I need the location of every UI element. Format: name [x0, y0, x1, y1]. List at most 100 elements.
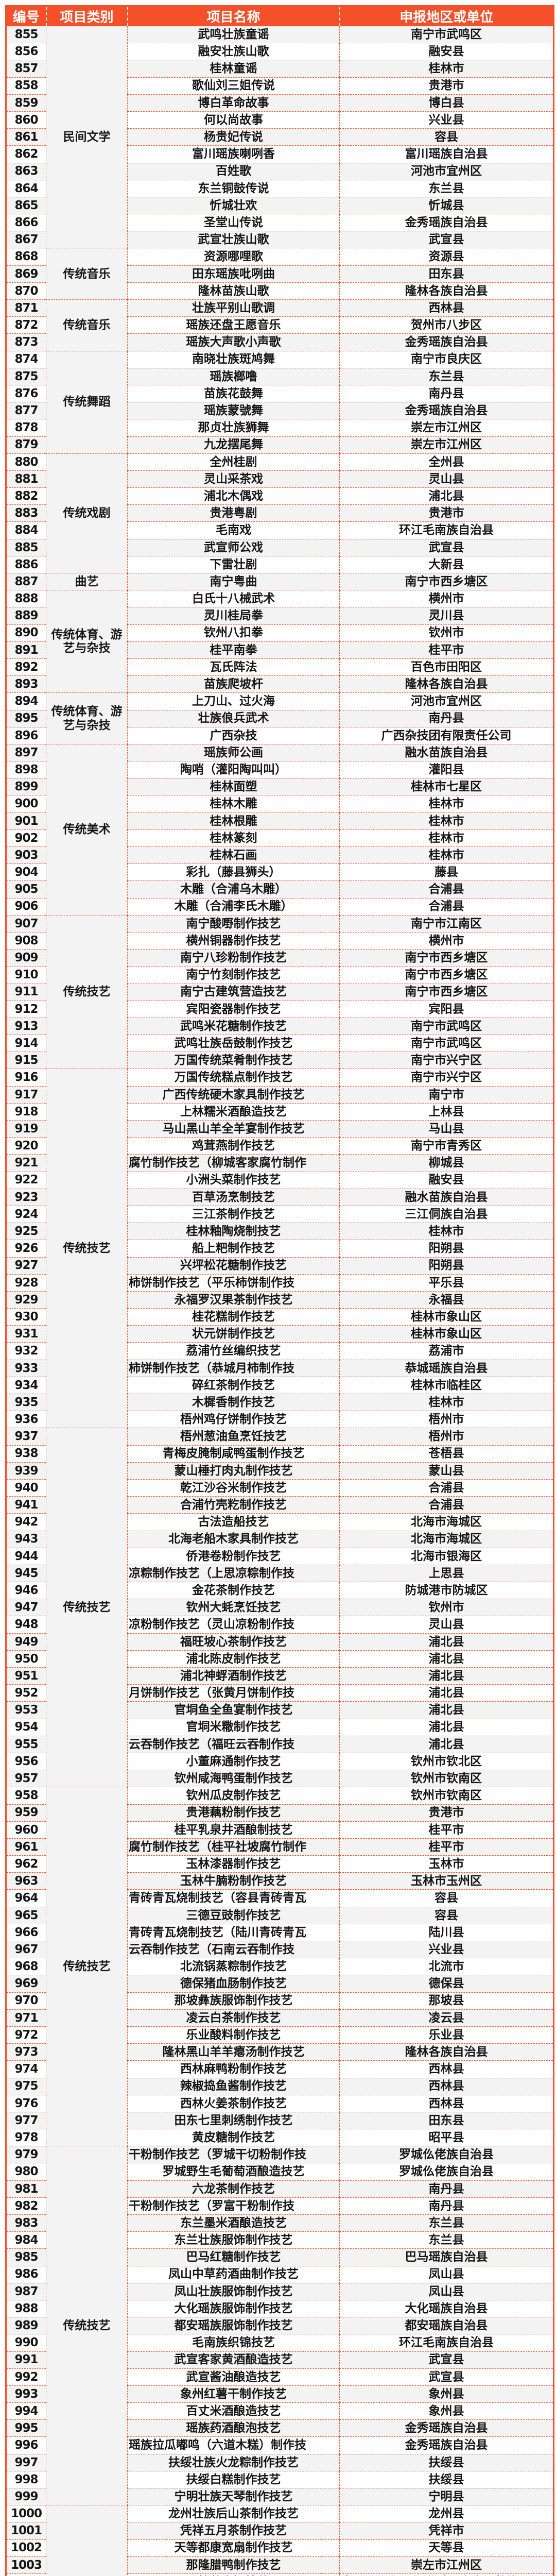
row-number-cell: 937	[6, 1428, 46, 1446]
declaring-unit-cell: 马山县	[339, 1120, 554, 1138]
project-name-cell: 扶绥白糕制作技艺	[127, 2470, 340, 2489]
declaring-unit-cell: 浦北县	[339, 1735, 554, 1753]
row-number-cell: 989	[6, 2317, 46, 2335]
project-name-cell: 象州红薯干制作技艺	[127, 2385, 340, 2403]
row-number-cell: 863	[6, 162, 46, 180]
row-number-cell: 912	[6, 1000, 46, 1018]
declaring-unit-cell: 全州县	[339, 453, 554, 471]
declaring-unit-cell: 东兰县	[339, 2214, 554, 2232]
table-row: 985 巴马红糖制作技艺 巴马瑶族自治县	[6, 2248, 554, 2266]
row-number-cell: 898	[6, 761, 46, 779]
column-header-declaring-unit: 申报地区或单位	[339, 6, 554, 26]
table-row: 871 传统音乐 壮族平别山歌调 西林县	[6, 299, 554, 351]
row-number-cell: 941	[6, 1496, 46, 1514]
declaring-unit-cell: 河池市宜州区	[339, 162, 554, 180]
project-name-cell: 桂林面塑	[127, 778, 340, 796]
project-name-cell: 何以尚故事	[127, 111, 340, 129]
table-row: 983 东兰墨米酒酿造技艺 东兰县	[6, 2214, 554, 2232]
declaring-unit-cell: 宾阳县	[339, 1000, 554, 1018]
declaring-unit-cell: 西林县	[339, 299, 554, 317]
project-name-cell: 腐竹制作技艺（柳城客家腐竹制作	[127, 1154, 340, 1172]
table-row: 883 贵港粤剧 贵港市	[6, 504, 554, 522]
declaring-unit-cell: 柳城县	[339, 1154, 554, 1172]
declaring-unit-cell: 巴马瑶族自治县	[339, 2248, 554, 2266]
table-row: 980 罗城野生毛葡萄酒酿造技艺 罗城仫佬族自治县	[6, 2163, 554, 2181]
category-cell: 传统舞蹈	[46, 350, 128, 454]
table-row: 920 鸡茸燕制作技艺 南宁市青秀区	[6, 1137, 554, 1155]
row-number-cell: 996	[6, 2436, 46, 2454]
row-number-cell: 908	[6, 931, 46, 950]
row-number-cell: 958	[6, 1787, 46, 1805]
project-name-cell: 南宁八珍粉制作技艺	[127, 949, 340, 967]
declaring-unit-cell: 桂林市	[339, 829, 554, 848]
table-row: 862 富川瑶族喇咧香 富川瑶族自治县	[6, 145, 554, 163]
row-number-cell: 984	[6, 2231, 46, 2249]
table-row: 1002 天等都康宽扇制作技艺 天等县	[6, 2539, 554, 2557]
table-row: 989 都安瑶族服饰制作技艺 都安瑶族自治县	[6, 2317, 554, 2335]
declaring-unit-cell: 浦北县	[339, 487, 554, 505]
declaring-unit-cell: 南宁市兴宁区	[339, 1052, 554, 1070]
table-row: 863 百姓歌 河池市宜州区	[6, 162, 554, 180]
project-name-cell: 金花茶制作技艺	[127, 1582, 340, 1600]
project-name-cell: 桂林木雕	[127, 795, 340, 813]
row-number-cell: 916	[6, 1069, 46, 1087]
declaring-unit-cell: 西林县	[339, 2060, 554, 2078]
project-name-cell: 腐竹制作技艺（桂平社坡腐竹制作	[127, 1838, 340, 1856]
project-name-cell: 白氏十八械武术	[127, 590, 340, 608]
row-number-cell: 968	[6, 1958, 46, 1976]
table-row: 942 古法造船技艺 北海市海城区	[6, 1513, 554, 1531]
table-row: 955 云吞制作技艺（福旺云吞制作技 浦北县	[6, 1735, 554, 1753]
table-row: 944 侨港卷粉制作技艺 北海市银海区	[6, 1547, 554, 1565]
table-row: 995 瑶族药酒酿泡技艺 金秀瑶族自治县	[6, 2419, 554, 2437]
project-name-cell: 壮族平别山歌调	[127, 299, 340, 317]
row-number-cell: 956	[6, 1752, 46, 1771]
table-row: 1000传统技艺龙州壮族后山茶制作技艺龙州县	[6, 2505, 554, 2576]
table-row: 960 桂平乳泉井酒酿制技艺 桂平市	[6, 1821, 554, 1839]
row-number-cell: 903	[6, 846, 46, 865]
row-number-cell: 886	[6, 555, 46, 574]
project-name-cell: 富川瑶族喇咧香	[127, 145, 340, 163]
declaring-unit-cell: 阳朔县	[339, 1257, 554, 1275]
table-row: 868 传统音乐 资源哪哩歌 资源县	[6, 248, 554, 300]
declaring-unit-cell: 钦州市	[339, 624, 554, 642]
category-cell: 传统音乐	[46, 299, 128, 351]
table-row: 876 苗族花鼓舞 南丹县	[6, 384, 554, 403]
row-number-cell: 877	[6, 402, 46, 420]
declaring-unit-cell: 三江侗族自治县	[339, 1205, 554, 1224]
row-number-cell: 878	[6, 419, 46, 437]
table-row: 885 武宣师公戏 武宣县	[6, 538, 554, 556]
row-number-cell: 987	[6, 2282, 46, 2300]
table-row: 1001 凭祥五月茶制作技艺 凭祥市	[6, 2522, 554, 2540]
declaring-unit-cell: 浦北县	[339, 1701, 554, 1719]
declaring-unit-cell: 凭祥市	[339, 2522, 554, 2540]
declaring-unit-cell: 那坡县	[339, 1992, 554, 2010]
declaring-unit-cell: 金秀瑶族自治县	[339, 402, 554, 420]
row-number-cell: 865	[6, 196, 46, 215]
project-name-cell: 毛南戏	[127, 521, 340, 539]
row-number-cell: 947	[6, 1599, 46, 1617]
category-cell: 曲艺	[46, 572, 128, 591]
row-number-cell: 965	[6, 1906, 46, 1924]
table-row: 916 传统技艺 万国传统糕点制作技艺 南宁市兴宁区	[6, 1069, 554, 1429]
project-name-cell: 贵港粤剧	[127, 504, 340, 522]
table-row: 987 凤山壮族服饰制作技艺 凤山县	[6, 2282, 554, 2300]
table-row: 923 百草汤烹制技艺 融水苗族自治县	[6, 1188, 554, 1206]
table-row: 982 干粉制作技艺（罗富干粉制作技 南丹县	[6, 2197, 554, 2215]
project-name-cell: 侨港卷粉制作技艺	[127, 1547, 340, 1565]
project-name-cell: 凤山中草药酒曲制作技艺	[127, 2265, 340, 2283]
table-row: 872 瑶族还盘王愿音乐 贺州市八步区	[6, 316, 554, 334]
table-row: 930 桂花糕制作技艺 桂林市象山区	[6, 1308, 554, 1326]
declaring-unit-cell: 武宣县	[339, 231, 554, 249]
row-number-cell: 970	[6, 1992, 46, 2010]
project-name-cell: 武鸣壮族童谣	[127, 25, 340, 44]
table-row: 877 瑶族蒙號舞 金秀瑶族自治县	[6, 402, 554, 420]
declaring-unit-cell: 凤山县	[339, 2282, 554, 2300]
table-row: 964 青砖青瓦烧制技艺（容县青砖青瓦 容县	[6, 1889, 554, 1907]
project-name-cell: 玉林牛腩粉制作技艺	[127, 1872, 340, 1890]
declaring-unit-cell: 德保县	[339, 1975, 554, 1993]
declaring-unit-cell: 平乐县	[339, 1274, 554, 1292]
row-number-cell: 1002	[6, 2539, 46, 2557]
row-number-cell: 979	[6, 2146, 46, 2164]
table-row: 875 瑶族榔噜 东兰县	[6, 367, 554, 385]
project-name-cell: 永福罗汉果茶制作技艺	[127, 1291, 340, 1309]
